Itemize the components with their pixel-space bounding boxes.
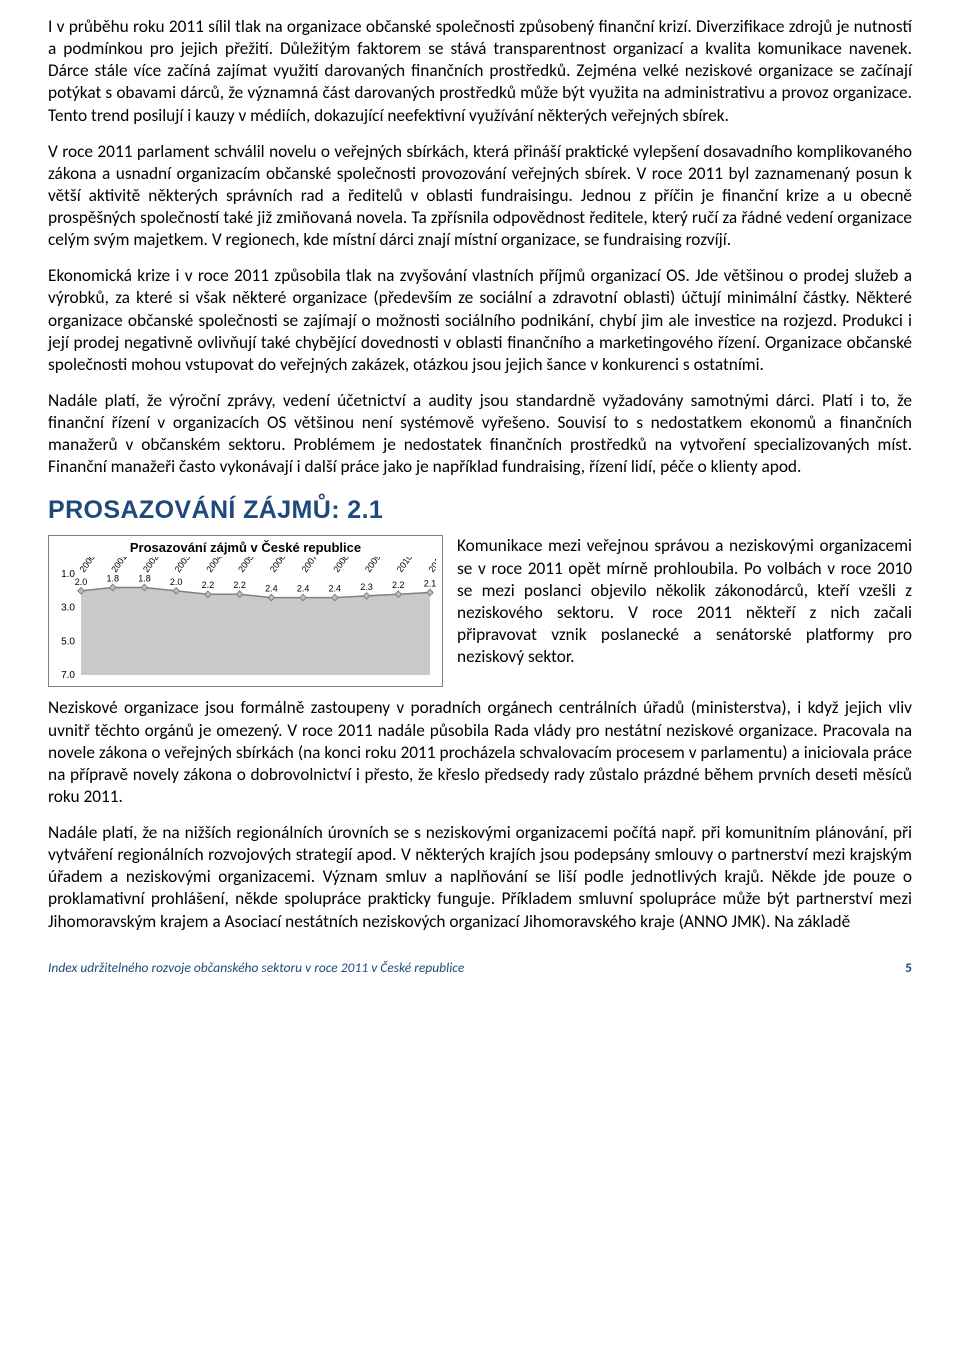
svg-text:2001: 2001 — [109, 557, 129, 574]
svg-text:1.8: 1.8 — [138, 574, 151, 584]
svg-text:2007: 2007 — [300, 557, 320, 574]
svg-text:7.0: 7.0 — [61, 670, 75, 681]
svg-text:3.0: 3.0 — [61, 603, 75, 614]
chart-title: Prosazování zájmů v České republice — [53, 540, 438, 555]
svg-text:2008: 2008 — [331, 557, 351, 574]
paragraph-side: Komunikace mezi veřejnou správou a nezis… — [457, 535, 912, 668]
section-title: PROSAZOVÁNÍ ZÁJMŮ: 2.1 — [48, 496, 912, 525]
page-footer: Index udržitelného rozvoje občanského se… — [48, 959, 912, 976]
chart-side-text: Komunikace mezi veřejnou správou a nezis… — [457, 535, 912, 680]
advocacy-chart: 2.0 1.8 1.8 2.0 2.2 2.2 2.4 2.4 2.4 2.3 2.2 2.1 2000… — [53, 557, 436, 681]
paragraph-4: Nadále platí, že výroční zprávy, vedení … — [48, 390, 912, 479]
svg-text:2010: 2010 — [395, 557, 415, 574]
svg-text:2.2: 2.2 — [233, 581, 246, 591]
svg-text:2.4: 2.4 — [297, 584, 310, 594]
svg-text:1.8: 1.8 — [106, 574, 119, 584]
paragraph-5: Neziskové organizace jsou formálně zasto… — [48, 697, 912, 808]
chart-box: Prosazování zájmů v České republice 2.01… — [48, 535, 443, 687]
svg-text:2011: 2011 — [426, 557, 436, 574]
svg-text:2003: 2003 — [173, 557, 193, 574]
svg-text:2.1: 2.1 — [424, 579, 436, 589]
svg-text:2.2: 2.2 — [392, 581, 405, 591]
svg-text:5.0: 5.0 — [61, 637, 75, 648]
chart-row: Prosazování zájmů v České republice 2.01… — [48, 535, 912, 687]
svg-text:1.0: 1.0 — [61, 569, 75, 580]
paragraph-1: I v průběhu roku 2011 sílil tlak na orga… — [48, 16, 912, 127]
page-number: 5 — [905, 959, 912, 976]
paragraph-2: V roce 2011 parlament schválil novelu o … — [48, 141, 912, 252]
footer-text: Index udržitelného rozvoje občanského se… — [48, 959, 464, 976]
svg-text:2.4: 2.4 — [329, 584, 342, 594]
page: I v průběhu roku 2011 sílil tlak na orga… — [0, 0, 960, 1000]
svg-text:2002: 2002 — [141, 557, 161, 574]
svg-text:2.2: 2.2 — [202, 581, 215, 591]
svg-text:2004: 2004 — [204, 557, 224, 574]
svg-text:2009: 2009 — [363, 557, 383, 574]
paragraph-3: Ekonomická krize i v roce 2011 způsobila… — [48, 265, 912, 376]
paragraph-6: Nadále platí, že na nižších regionálních… — [48, 822, 912, 933]
svg-text:2.0: 2.0 — [75, 577, 88, 587]
chart-container: Prosazování zájmů v České republice 2.01… — [48, 535, 443, 687]
svg-text:2005: 2005 — [236, 557, 256, 574]
svg-text:2000: 2000 — [77, 557, 97, 574]
svg-text:2006: 2006 — [268, 557, 288, 574]
svg-text:2.4: 2.4 — [265, 584, 278, 594]
svg-text:2.0: 2.0 — [170, 577, 183, 587]
svg-text:2.3: 2.3 — [360, 582, 373, 592]
